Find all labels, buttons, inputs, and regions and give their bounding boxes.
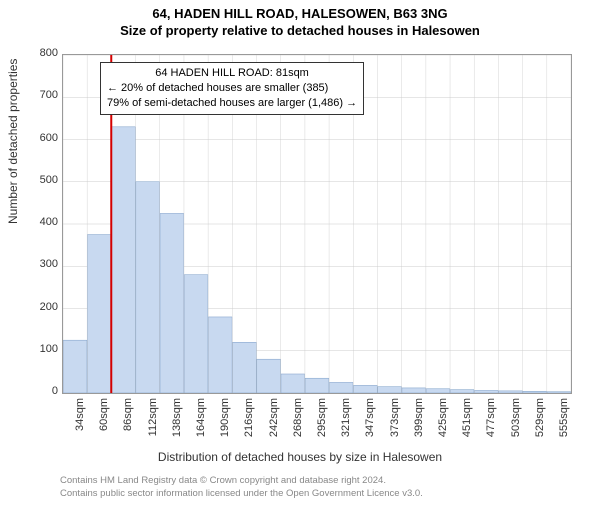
x-tick-label: 295sqm [316, 398, 328, 448]
histogram-bar [184, 275, 208, 393]
x-tick-label: 34sqm [74, 398, 86, 448]
y-tick-label: 500 [8, 174, 58, 186]
x-tick-label: 347sqm [364, 398, 376, 448]
annotation-line1: 64 HADEN HILL ROAD: 81sqm [107, 66, 357, 81]
histogram-bar [233, 342, 257, 393]
x-tick-label: 216sqm [243, 398, 255, 448]
chart-container: 64, HADEN HILL ROAD, HALESOWEN, B63 3NG … [0, 6, 600, 506]
x-tick-label: 399sqm [413, 398, 425, 448]
x-tick-label: 190sqm [219, 398, 231, 448]
y-tick-label: 800 [8, 47, 58, 59]
histogram-bar [112, 127, 136, 393]
histogram-bar [450, 390, 474, 393]
x-tick-label: 373sqm [389, 398, 401, 448]
y-tick-label: 300 [8, 258, 58, 270]
x-tick-label: 555sqm [558, 398, 570, 448]
histogram-bar [63, 340, 87, 393]
footer: Contains HM Land Registry data © Crown c… [60, 475, 423, 500]
y-tick-label: 400 [8, 216, 58, 228]
histogram-bar [378, 387, 402, 393]
y-tick-label: 700 [8, 89, 58, 101]
histogram-bar [136, 182, 160, 393]
x-tick-label: 425sqm [437, 398, 449, 448]
x-tick-label: 529sqm [534, 398, 546, 448]
histogram-bar [547, 392, 571, 393]
x-tick-label: 138sqm [171, 398, 183, 448]
histogram-bar [87, 235, 111, 393]
histogram-bar [329, 382, 353, 393]
histogram-bar [402, 388, 426, 393]
x-tick-label: 477sqm [485, 398, 497, 448]
annotation-line2: ← 20% of detached houses are smaller (38… [107, 81, 357, 96]
y-tick-label: 100 [8, 343, 58, 355]
y-tick-label: 200 [8, 301, 58, 313]
x-tick-label: 321sqm [340, 398, 352, 448]
footer-line1: Contains HM Land Registry data © Crown c… [60, 475, 423, 487]
page-subtitle: Size of property relative to detached ho… [0, 23, 600, 38]
x-tick-label: 112sqm [147, 398, 159, 448]
histogram-bar [305, 378, 329, 393]
histogram-bar [354, 385, 378, 393]
histogram-bar [523, 391, 547, 393]
histogram-bar [160, 213, 184, 393]
histogram-bar [499, 391, 523, 393]
annotation-box: 64 HADEN HILL ROAD: 81sqm ← 20% of detac… [100, 62, 364, 115]
y-tick-label: 0 [8, 385, 58, 397]
x-tick-label: 60sqm [98, 398, 110, 448]
x-tick-label: 86sqm [122, 398, 134, 448]
x-tick-label: 503sqm [510, 398, 522, 448]
histogram-bar [281, 374, 305, 393]
footer-line2: Contains public sector information licen… [60, 488, 423, 500]
histogram-bar [474, 390, 498, 393]
page-title: 64, HADEN HILL ROAD, HALESOWEN, B63 3NG [0, 6, 600, 21]
y-tick-label: 600 [8, 132, 58, 144]
x-tick-label: 164sqm [195, 398, 207, 448]
histogram-bar [257, 359, 281, 393]
x-tick-label: 242sqm [268, 398, 280, 448]
histogram-bar [426, 389, 450, 393]
x-tick-label: 268sqm [292, 398, 304, 448]
x-tick-label: 451sqm [461, 398, 473, 448]
x-axis-label: Distribution of detached houses by size … [0, 450, 600, 464]
histogram-bar [208, 317, 232, 393]
annotation-line3: 79% of semi-detached houses are larger (… [107, 96, 357, 111]
